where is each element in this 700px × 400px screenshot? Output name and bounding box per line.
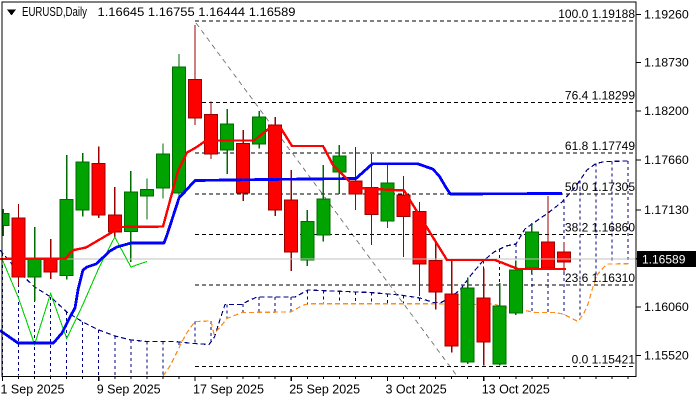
- svg-text:9 Sep 2025: 9 Sep 2025: [97, 383, 161, 397]
- svg-text:1.16060: 1.16060: [644, 300, 689, 314]
- svg-text:25 Sep 2025: 25 Sep 2025: [289, 383, 360, 397]
- svg-text:1.15520: 1.15520: [644, 349, 689, 363]
- svg-text:100.0 1.19188: 100.0 1.19188: [558, 7, 635, 21]
- svg-text:61.8 1.17749: 61.8 1.17749: [565, 139, 635, 153]
- svg-text:1.19260: 1.19260: [644, 8, 689, 22]
- svg-text:38.2 1.16860: 38.2 1.16860: [565, 221, 635, 235]
- svg-text:50.0 1.17305: 50.0 1.17305: [565, 180, 635, 194]
- svg-text:0.0 1.15421: 0.0 1.15421: [572, 353, 636, 367]
- svg-text:3 Oct 2025: 3 Oct 2025: [386, 383, 447, 397]
- svg-text:1 Sep 2025: 1 Sep 2025: [1, 383, 65, 397]
- svg-text:EURUSD,Daily: EURUSD,Daily: [22, 5, 88, 19]
- svg-text:1.18200: 1.18200: [644, 104, 689, 118]
- svg-text:17 Sep 2025: 17 Sep 2025: [193, 383, 264, 397]
- svg-text:1.17130: 1.17130: [644, 203, 689, 217]
- svg-text:76.4 1.18299: 76.4 1.18299: [565, 89, 635, 103]
- svg-text:23.6 1.16310: 23.6 1.16310: [565, 271, 635, 285]
- svg-text:1.18730: 1.18730: [644, 56, 689, 70]
- svg-text:13 Oct 2025: 13 Oct 2025: [482, 383, 550, 397]
- svg-text:1.17660: 1.17660: [644, 153, 689, 167]
- svg-text:1.16589: 1.16589: [642, 253, 686, 267]
- svg-text:1.16645 1.16755 1.16444 1.1658: 1.16645 1.16755 1.16444 1.16589: [98, 5, 296, 19]
